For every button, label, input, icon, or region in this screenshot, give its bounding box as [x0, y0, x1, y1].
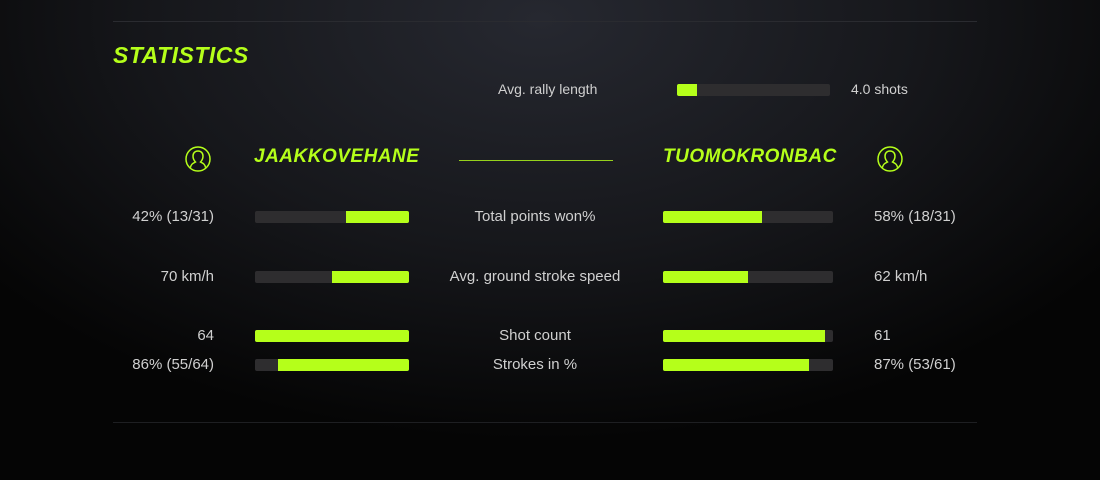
rally-bar-fill: [677, 84, 697, 96]
top-divider: [113, 21, 977, 22]
player-right-name: TUOMOKRONBAC: [663, 146, 837, 167]
stat-left-bar: [255, 330, 409, 342]
stat-left-bar-fill: [255, 330, 409, 342]
stat-label: Total points won%: [474, 208, 596, 225]
user-icon: [185, 146, 211, 172]
stat-left-bar-fill: [278, 359, 409, 371]
stat-left-value: 86% (55/64): [132, 356, 214, 373]
header-divider: [459, 160, 613, 161]
rally-label: Avg. rally length: [498, 81, 598, 97]
rally-bar: [677, 84, 830, 96]
stat-right-value: 87% (53/61): [874, 356, 956, 373]
stat-left-bar-fill: [345, 211, 409, 223]
stat-right-bar: [663, 359, 833, 371]
section-title: STATISTICS: [113, 42, 249, 68]
stat-right-value: 61: [874, 327, 891, 344]
stat-right-value: 58% (18/31): [874, 208, 956, 225]
stat-left-bar: [255, 359, 409, 371]
stat-left-bar: [255, 211, 409, 223]
stat-right-bar: [663, 211, 833, 223]
user-icon: [877, 146, 903, 172]
stat-right-bar-fill: [663, 330, 825, 342]
bottom-divider: [113, 422, 977, 423]
stat-left-bar-fill: [332, 271, 409, 283]
stat-left-value: 64: [197, 327, 214, 344]
player-left-name: JAAKKOVEHANE: [254, 146, 420, 167]
stat-right-bar-fill: [663, 359, 810, 371]
stat-right-bar: [663, 330, 833, 342]
stat-left-bar: [255, 271, 409, 283]
stat-left-value: 42% (13/31): [132, 208, 214, 225]
stat-right-bar: [663, 271, 833, 283]
stat-label: Avg. ground stroke speed: [449, 268, 621, 285]
rally-value: 4.0 shots: [851, 81, 908, 97]
stat-label: Strokes in %: [492, 356, 578, 373]
stat-label: Shot count: [499, 327, 571, 344]
stat-right-value: 62 km/h: [874, 268, 928, 285]
stat-left-value: 70 km/h: [160, 268, 214, 285]
stat-right-bar-fill: [663, 271, 748, 283]
stat-right-bar-fill: [663, 211, 762, 223]
